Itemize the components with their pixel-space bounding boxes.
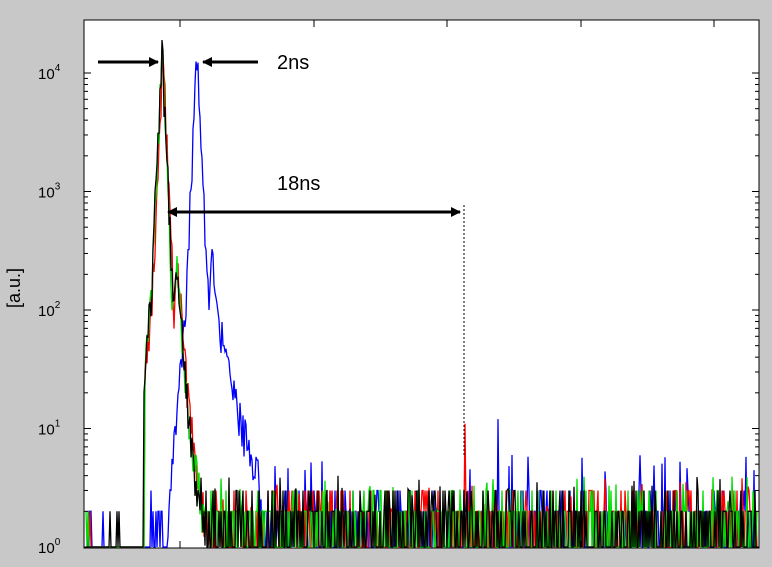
axis-ticks — [84, 20, 759, 548]
y-tick-label: 101 — [38, 419, 61, 439]
annotation-label-18ns: 18ns — [277, 173, 320, 195]
y-tick-label: 104 — [38, 63, 61, 83]
y-tick-label: 100 — [38, 537, 61, 557]
y-tick-label: 103 — [38, 182, 61, 202]
series-trace-3 — [86, 39, 757, 548]
y-tick-labels: 100 101 102 103 104 — [38, 63, 61, 557]
plot-area — [83, 19, 760, 549]
series-traces — [85, 39, 758, 548]
annotation-label-2ns: 2ns — [277, 52, 309, 74]
y-tick-label: 102 — [38, 300, 61, 320]
annotation-18ns: 18ns — [167, 173, 465, 455]
y-axis-label: [a.u.] — [4, 268, 24, 308]
annotation-2ns: 2ns — [98, 52, 309, 74]
